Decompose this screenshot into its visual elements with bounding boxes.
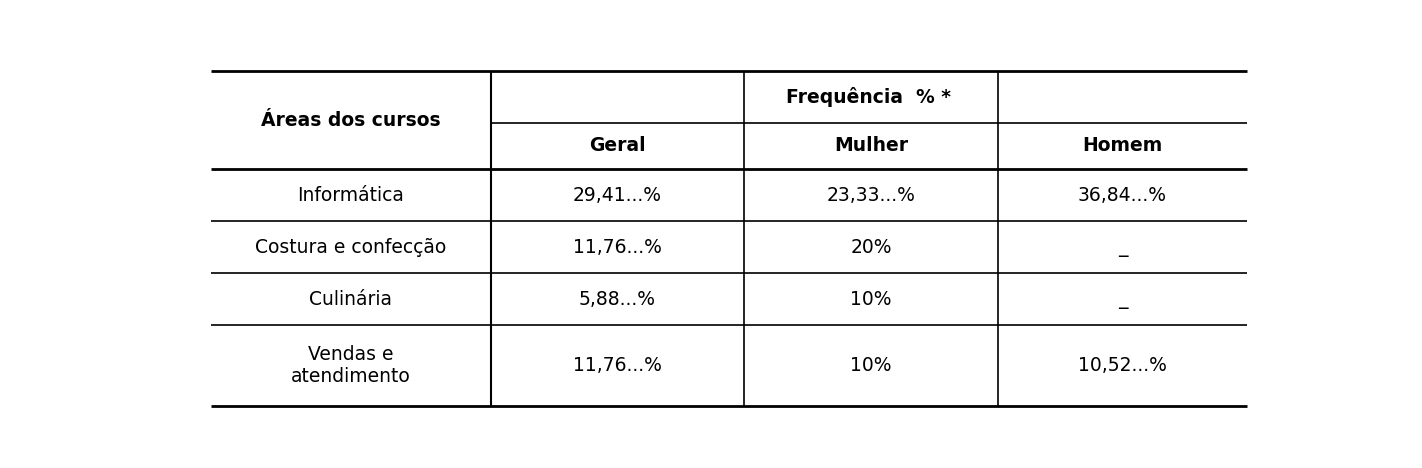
Text: Mulher: Mulher bbox=[835, 137, 909, 155]
Text: 5,88...%: 5,88...% bbox=[579, 290, 656, 309]
Text: Frequência  % *: Frequência % * bbox=[786, 87, 951, 107]
Text: 36,84...%: 36,84...% bbox=[1078, 186, 1167, 205]
Text: 29,41...%: 29,41...% bbox=[573, 186, 661, 205]
Text: Áreas dos cursos: Áreas dos cursos bbox=[260, 110, 441, 130]
Text: Homem: Homem bbox=[1082, 137, 1163, 155]
Text: Costura e confecção: Costura e confecção bbox=[255, 238, 447, 257]
Text: 11,76...%: 11,76...% bbox=[573, 356, 661, 375]
Text: Informática: Informática bbox=[297, 186, 404, 205]
Text: Culinária: Culinária bbox=[309, 290, 392, 309]
Text: 23,33...%: 23,33...% bbox=[826, 186, 916, 205]
Text: 10%: 10% bbox=[850, 356, 892, 375]
Text: Geral: Geral bbox=[589, 137, 646, 155]
Text: 20%: 20% bbox=[850, 238, 892, 257]
Text: _: _ bbox=[1118, 290, 1128, 309]
Text: _: _ bbox=[1118, 238, 1128, 257]
Text: 11,76...%: 11,76...% bbox=[573, 238, 661, 257]
Text: 10%: 10% bbox=[850, 290, 892, 309]
Text: 10,52...%: 10,52...% bbox=[1078, 356, 1167, 375]
Text: Vendas e
atendimento: Vendas e atendimento bbox=[290, 345, 411, 386]
